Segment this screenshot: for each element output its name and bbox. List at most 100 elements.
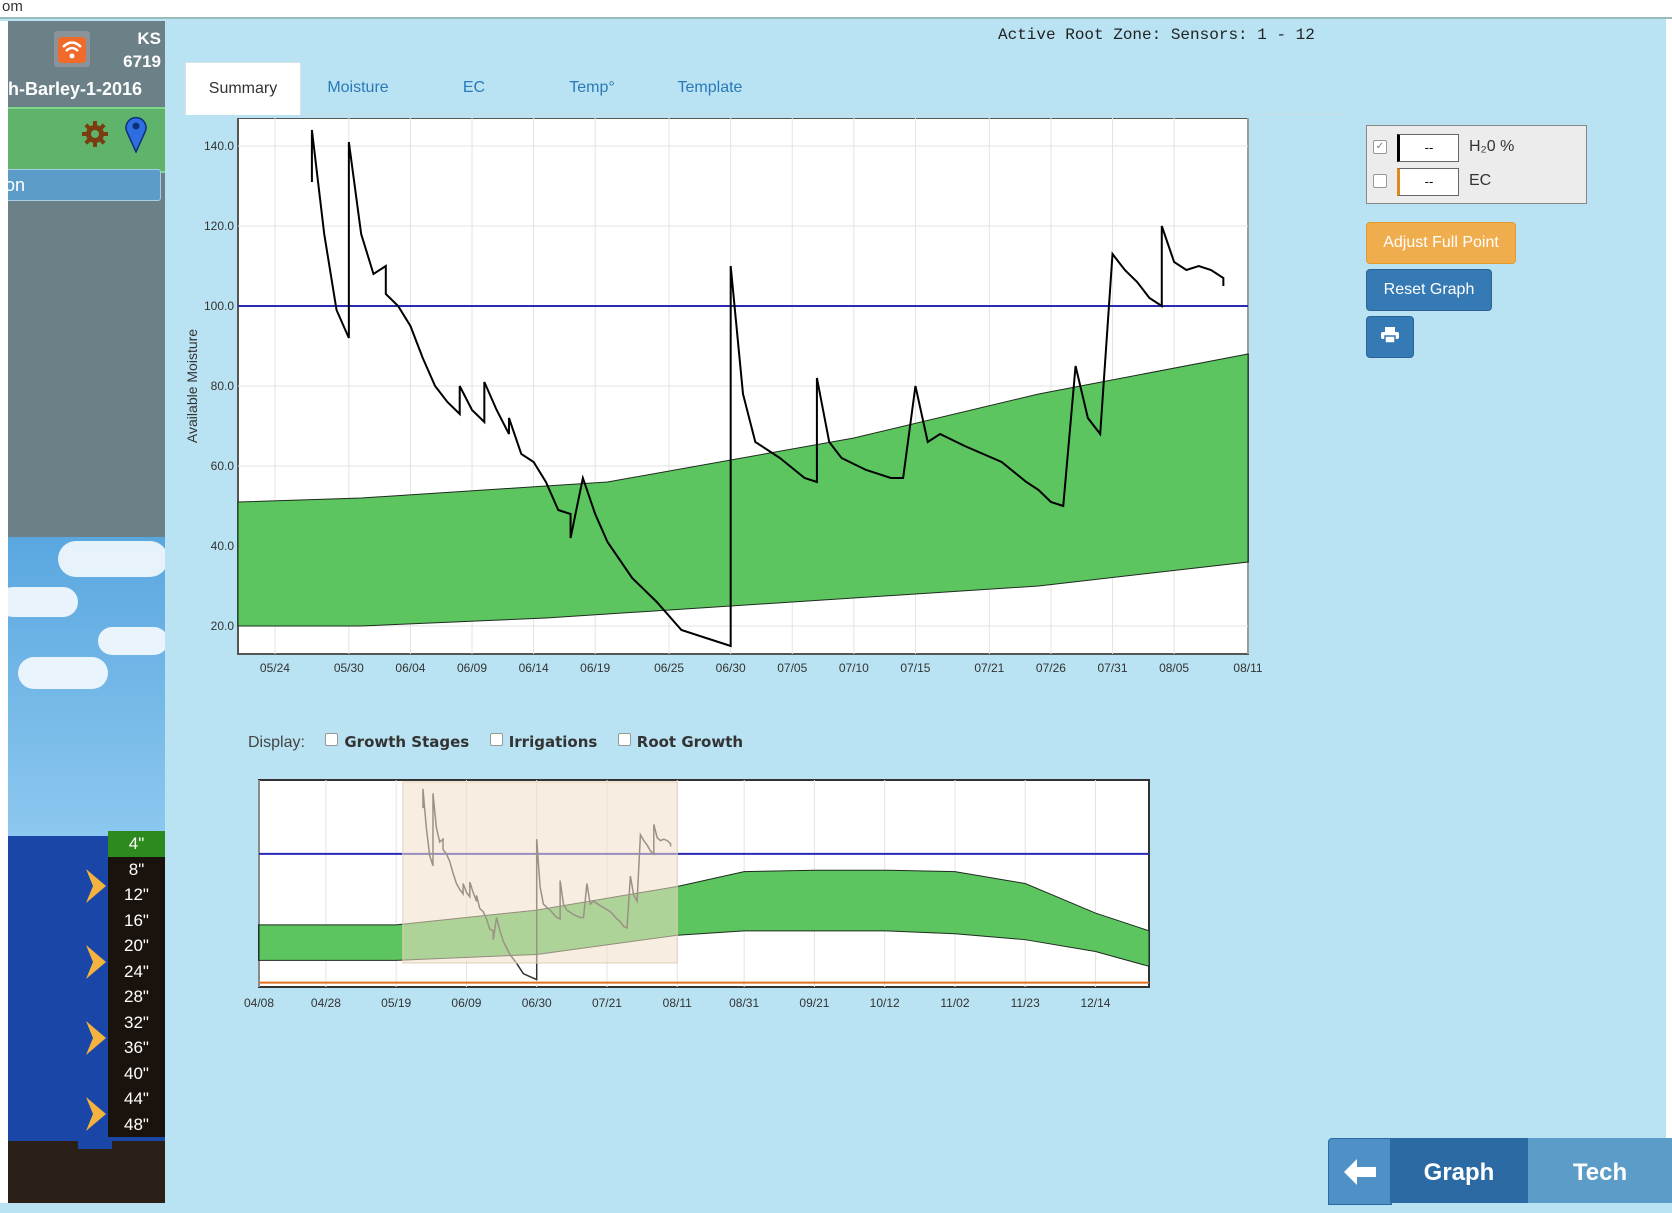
field-panel[interactable] <box>8 107 165 173</box>
wifi-icon <box>58 37 86 63</box>
ec-label: EC <box>1469 172 1492 189</box>
site-code: KS 6719 <box>123 27 161 73</box>
x-tick-label: 10/12 <box>870 996 900 1010</box>
y-tick-label: 20.0 <box>211 619 235 633</box>
adjust-full-point-button[interactable]: Adjust Full Point <box>1366 222 1516 264</box>
cloud <box>8 587 78 617</box>
x-tick-label: 05/30 <box>334 661 364 675</box>
h2o-checkbox[interactable]: ✓ <box>1373 140 1387 154</box>
ec-checkbox[interactable] <box>1373 174 1387 188</box>
x-tick-label: 06/04 <box>395 661 425 675</box>
depth-label[interactable]: 16" <box>108 907 165 933</box>
expand-sensor-group-1[interactable] <box>78 851 112 921</box>
readily-available-band <box>237 353 1249 627</box>
navigator-selection <box>402 781 678 964</box>
x-tick-label: 06/14 <box>519 661 549 675</box>
chevron-right-icon <box>86 945 106 979</box>
depth-label[interactable]: 28" <box>108 984 165 1010</box>
x-tick-label: 06/30 <box>522 996 552 1010</box>
window-edge <box>0 21 8 1203</box>
x-tick-label: 08/11 <box>663 996 692 1010</box>
depth-label[interactable]: 44" <box>108 1086 165 1112</box>
x-tick-label: 07/26 <box>1036 661 1066 675</box>
cloud <box>18 657 108 689</box>
ec-value: -- <box>1397 168 1459 196</box>
x-tick-label: 07/05 <box>777 661 807 675</box>
ground-image <box>8 1141 165 1203</box>
depth-label[interactable]: 48" <box>108 1111 165 1137</box>
chevron-right-icon <box>86 1021 106 1055</box>
y-tick-label: 100.0 <box>204 299 234 313</box>
chevron-right-icon <box>86 1097 106 1131</box>
chevron-right-icon <box>86 869 106 903</box>
sidebar: KS 6719 h-Barley-1-2016 on <box>8 21 165 1203</box>
depth-label[interactable]: 32" <box>108 1009 165 1035</box>
x-tick-label: 04/28 <box>311 996 341 1010</box>
h2o-label: H₂0 % <box>1469 138 1515 155</box>
x-tick-label: 07/21 <box>592 996 622 1010</box>
tab-temp[interactable]: Temp° <box>569 79 615 96</box>
x-tick-label: 08/31 <box>729 996 759 1010</box>
reset-graph-button[interactable]: Reset Graph <box>1366 269 1492 311</box>
x-tick-label: 08/11 <box>1233 661 1262 675</box>
depth-label[interactable]: 8" <box>108 856 165 882</box>
y-tick-label: 60.0 <box>211 459 235 473</box>
tab-ec[interactable]: EC <box>462 79 486 96</box>
graph-button[interactable]: Graph <box>1390 1138 1528 1203</box>
tab-summary[interactable]: Summary <box>185 62 301 115</box>
tab-moisture[interactable]: Moisture <box>327 79 389 96</box>
expand-sensor-group-4[interactable] <box>78 1079 112 1149</box>
x-tick-label: 07/10 <box>839 661 869 675</box>
depth-label[interactable]: 36" <box>108 1035 165 1061</box>
tab-template[interactable]: Template <box>677 79 743 96</box>
x-tick-label: 11/02 <box>940 996 969 1010</box>
x-tick-label: 06/30 <box>716 661 746 675</box>
back-button[interactable] <box>1328 1138 1392 1205</box>
growth-stages-label[interactable]: Growth Stages <box>344 733 470 751</box>
sidebar-action-button[interactable]: on <box>8 169 161 201</box>
y-tick-label: 40.0 <box>211 539 235 553</box>
field-name: h-Barley-1-2016 <box>8 79 143 99</box>
x-tick-label: 05/19 <box>381 996 411 1010</box>
h2o-value: -- <box>1397 134 1459 162</box>
active-root-zone-label: Active Root Zone: Sensors: 1 - 12 <box>998 26 1315 44</box>
expand-sensor-group-3[interactable] <box>78 1003 112 1073</box>
x-tick-label: 06/25 <box>654 661 684 675</box>
depth-label[interactable]: 20" <box>108 933 165 959</box>
print-button[interactable] <box>1366 316 1414 358</box>
depth-label[interactable]: 24" <box>108 958 165 984</box>
growth-stages-checkbox[interactable] <box>325 733 339 746</box>
root-growth-checkbox[interactable] <box>617 733 631 746</box>
y-axis-label: Available Moisture <box>185 329 200 443</box>
irrigations-label[interactable]: Irrigations <box>508 733 598 751</box>
root-growth-label[interactable]: Root Growth <box>636 733 744 751</box>
depth-label[interactable]: 4" <box>108 831 165 857</box>
x-tick-label: 11/23 <box>1011 996 1040 1010</box>
main-moisture-chart[interactable]: 05/24 05/30 06/04 06/09 06/14 06/19 06/25 06/30… <box>185 118 1343 734</box>
y-tick-label: 80.0 <box>211 379 235 393</box>
gear-icon[interactable] <box>80 119 110 149</box>
depth-label[interactable]: 12" <box>108 882 165 908</box>
y-tick-label: 140.0 <box>204 139 234 153</box>
bottom-nav: Graph Tech <box>1328 1138 1672 1205</box>
expand-sensor-group-2[interactable] <box>78 927 112 997</box>
x-tick-label: 05/24 <box>260 661 290 675</box>
x-tick-label: 06/09 <box>451 996 481 1010</box>
map-pin-icon[interactable] <box>124 115 148 153</box>
x-tick-label: 04/08 <box>244 996 274 1010</box>
window-edge-right <box>1666 19 1672 1203</box>
navigator-chart[interactable]: 04/08 04/28 05/19 06/09 06/30 07/21 08/11 08/31… <box>240 776 1160 1016</box>
x-tick-label: 06/19 <box>580 661 610 675</box>
y-tick-label: 120.0 <box>204 219 234 233</box>
display-label: Display: <box>248 734 305 751</box>
print-icon <box>1381 327 1399 344</box>
wifi-button[interactable] <box>54 31 90 67</box>
x-tick-label: 07/15 <box>900 661 930 675</box>
cloud <box>98 627 165 655</box>
moisture-series-line <box>310 129 1225 648</box>
irrigations-checkbox[interactable] <box>489 733 503 746</box>
x-tick-label: 07/21 <box>974 661 1004 675</box>
cloud <box>58 541 165 577</box>
tech-button[interactable]: Tech <box>1528 1138 1672 1203</box>
depth-label[interactable]: 40" <box>108 1060 165 1086</box>
